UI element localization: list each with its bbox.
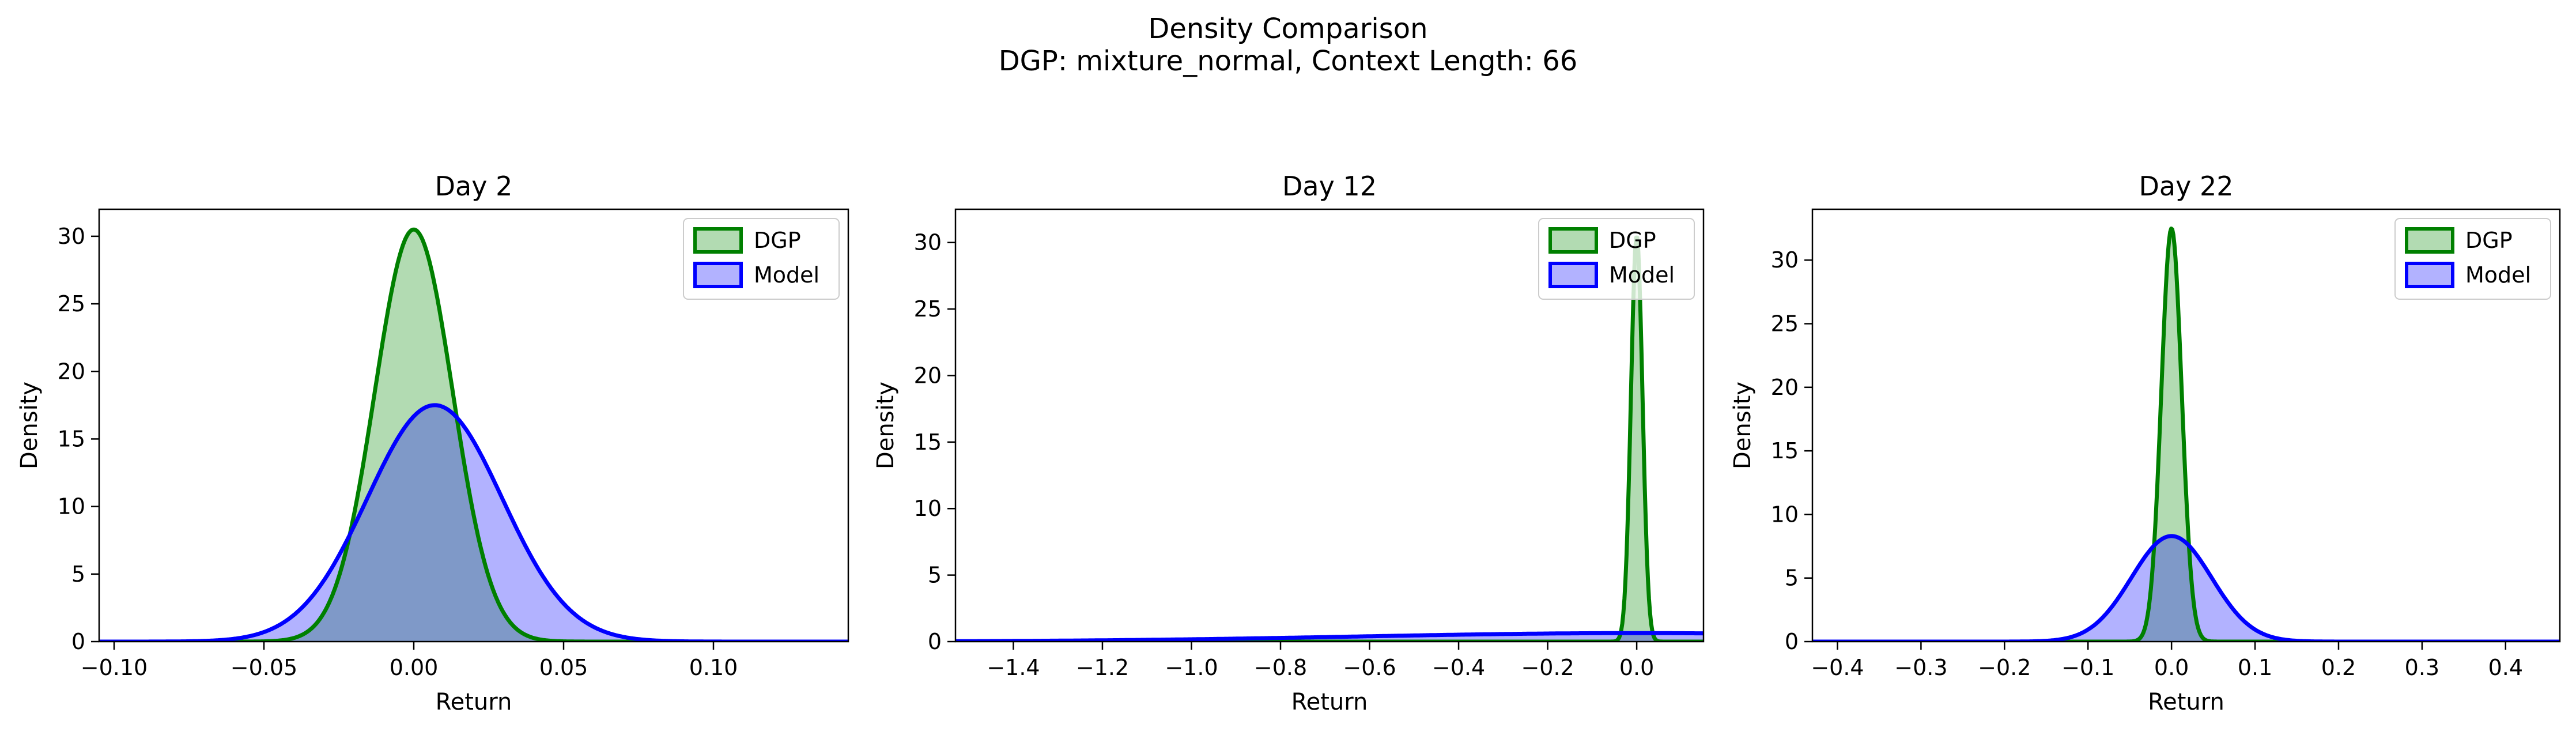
x-tick-label: −0.2 xyxy=(1978,655,2031,680)
y-axis-label: Density xyxy=(16,382,43,469)
x-tick-label: 0.4 xyxy=(2488,655,2523,680)
y-tick-label: 25 xyxy=(58,291,85,316)
subplot-3: −0.4 −0.3 −0.2 −0.1 0.0 0.1 0.2 0.3 0.4 0 5 10 15 20 2… xyxy=(1729,171,2561,715)
y-tick-label: 5 xyxy=(71,561,85,587)
y-tick-label: 10 xyxy=(914,496,942,521)
line-model xyxy=(99,403,848,642)
x-tick-label: 0.00 xyxy=(390,655,439,680)
figure-title: Density Comparison xyxy=(1148,13,1428,45)
x-tick-label: −0.10 xyxy=(81,655,148,680)
legend: DGP Model xyxy=(683,218,840,300)
y-tick-label: 10 xyxy=(58,494,85,519)
legend: DGP Model xyxy=(1538,218,1695,300)
legend-label-dgp: DGP xyxy=(2465,228,2513,253)
y-tick-label: 30 xyxy=(914,230,942,255)
x-axis-label: Return xyxy=(2148,689,2224,715)
x-tick-label: 0.05 xyxy=(539,655,588,680)
x-tick-label: −0.8 xyxy=(1254,655,1307,680)
y-tick-label: 15 xyxy=(1771,438,1799,463)
y-tick-label: 5 xyxy=(1785,566,1799,591)
x-tick-label: −1.0 xyxy=(1165,655,1218,680)
y-tick-label: 30 xyxy=(58,224,85,249)
area-overlap xyxy=(1812,536,2560,642)
legend-label-model: Model xyxy=(1609,262,1675,288)
x-tick-label: −0.1 xyxy=(2061,655,2114,680)
x-axis-label: Return xyxy=(1291,689,1368,715)
x-tick-label: 0.10 xyxy=(689,655,738,680)
legend-label-model: Model xyxy=(754,262,819,288)
y-tick-label: 0 xyxy=(1785,629,1799,654)
x-tick-label: −1.2 xyxy=(1076,655,1129,680)
y-tick-label: 20 xyxy=(1771,375,1799,400)
y-tick-label: 10 xyxy=(1771,502,1799,527)
y-tick-label: 15 xyxy=(914,429,942,455)
legend-swatch-dgp xyxy=(693,227,743,254)
subplot-1: −0.10 −0.05 0.00 0.05 0.10 0 5 10 15 20 25 30 Day 2 R… xyxy=(16,171,849,715)
x-axis-label: Return xyxy=(436,689,512,715)
x-tick-label: −0.4 xyxy=(1432,655,1485,680)
y-tick-label: 20 xyxy=(58,359,85,384)
legend: DGP Model xyxy=(2394,218,2551,300)
legend-label-model: Model xyxy=(2465,262,2531,288)
x-tick-label: −0.2 xyxy=(1521,655,1574,680)
axes-frame xyxy=(954,208,1705,643)
y-axis-label: Density xyxy=(1729,382,1756,469)
y-tick-label: 25 xyxy=(1771,311,1799,337)
y-tick-label: 25 xyxy=(914,296,942,322)
axes-frame xyxy=(98,208,849,643)
subplot-title: Day 2 xyxy=(435,171,513,202)
line-model xyxy=(955,631,1704,642)
line-dgp xyxy=(1812,227,2560,642)
subplot-2: −1.4 −1.2 −1.0 −0.8 −0.6 −0.4 −0.2 0.0 0 5 10 15 20 2… xyxy=(872,171,1705,715)
x-tick-label: −0.05 xyxy=(231,655,297,680)
x-tick-label: −0.4 xyxy=(1811,655,1864,680)
y-tick-label: 20 xyxy=(914,363,942,388)
y-axis-label: Density xyxy=(872,382,899,469)
legend-swatch-dgp xyxy=(1548,227,1598,254)
x-tick-label: −0.3 xyxy=(1894,655,1947,680)
axes-frame xyxy=(1811,208,2561,643)
x-tick-label: −1.4 xyxy=(987,655,1040,680)
x-tick-label: −0.6 xyxy=(1343,655,1396,680)
area-dgp xyxy=(955,238,1704,642)
figure-subtitle: DGP: mixture_normal, Context Length: 66 xyxy=(998,45,1578,77)
y-tick-label: 5 xyxy=(928,563,942,588)
x-tick-label: 0.0 xyxy=(2154,655,2189,680)
legend-swatch-model xyxy=(1548,262,1598,288)
legend-swatch-model xyxy=(2405,262,2454,288)
x-tick-label: 0.2 xyxy=(2321,655,2356,680)
x-tick-label: 0.1 xyxy=(2238,655,2272,680)
line-model xyxy=(1812,534,2560,642)
x-tick-label: 0.0 xyxy=(1619,655,1654,680)
y-tick-label: 0 xyxy=(928,629,942,654)
legend-swatch-dgp xyxy=(2405,227,2454,254)
y-tick-label: 15 xyxy=(58,426,85,451)
subplot-title: Day 22 xyxy=(2139,171,2234,202)
y-tick-label: 0 xyxy=(71,629,85,654)
x-tick-label: 0.3 xyxy=(2405,655,2439,680)
subplot-title: Day 12 xyxy=(1282,171,1377,202)
legend-swatch-model xyxy=(693,262,743,288)
line-dgp xyxy=(99,227,848,642)
legend-label-dgp: DGP xyxy=(754,228,801,253)
y-tick-label: 30 xyxy=(1771,247,1799,273)
legend-label-dgp: DGP xyxy=(1609,228,1656,253)
